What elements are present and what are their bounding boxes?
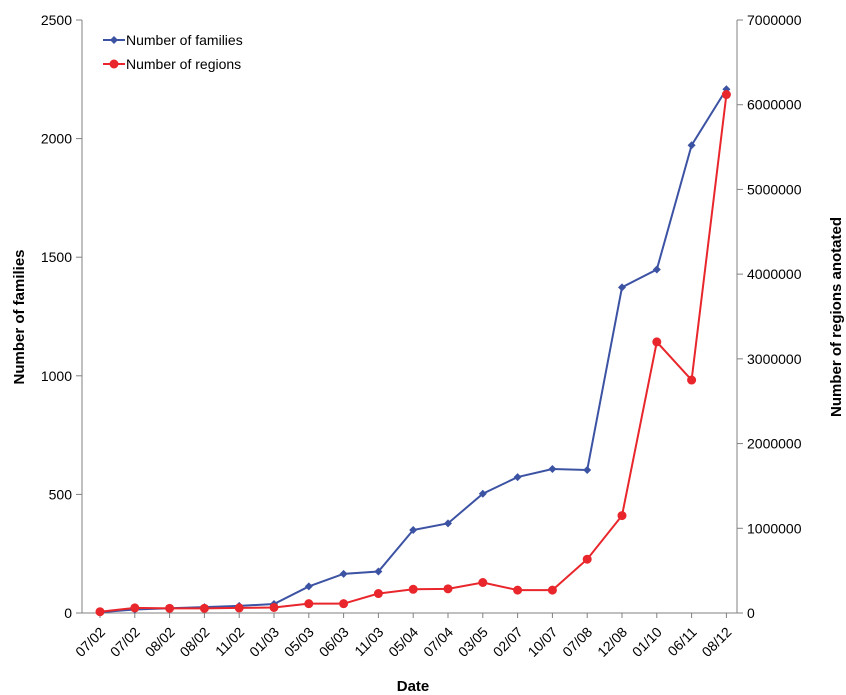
series-1-point — [687, 141, 696, 150]
y-tick-label: 500 — [49, 486, 73, 502]
y-tick-label: 1000 — [41, 368, 72, 384]
series-2-point — [687, 375, 697, 385]
y2-tick-label: 0 — [747, 605, 755, 621]
series-2-point — [269, 602, 279, 612]
x-tick-label: 05/04 — [385, 624, 421, 660]
x-tick-label: 11/03 — [351, 624, 387, 660]
series-2-point — [478, 578, 488, 588]
x-tick-label: 01/03 — [246, 624, 282, 660]
y-tick-label: 1500 — [41, 249, 72, 265]
series-2-point — [234, 603, 244, 613]
x-tick-label: 03/05 — [455, 624, 491, 660]
series-2-point — [513, 585, 523, 595]
y-axis-title: Number of families — [11, 249, 28, 384]
x-tick-label: 11/02 — [212, 624, 248, 660]
series-1-point — [374, 567, 383, 576]
series-2-point — [652, 337, 662, 347]
series-2-point — [408, 584, 418, 594]
y2-tick-label: 5000000 — [747, 181, 802, 197]
legend-label: Number of regions — [126, 56, 241, 72]
series-2-point — [617, 511, 627, 521]
x-tick-label: 08/02 — [176, 624, 212, 660]
series-layer — [95, 85, 731, 617]
legend-marker — [109, 59, 119, 69]
series-2-point — [165, 603, 175, 613]
series-2-point — [443, 584, 453, 594]
series-2-point — [199, 603, 209, 613]
y2-tick-label: 6000000 — [747, 97, 802, 113]
y2-tick-label: 7000000 — [747, 12, 802, 28]
axes: 0 500 1000 1500 2000 2500 0 1000000 2000000 30000… — [41, 12, 802, 660]
series-1-point — [304, 582, 313, 591]
legend-label: Number of families — [126, 32, 243, 48]
series-2-point — [547, 585, 557, 595]
x-tick-label: 10/07 — [524, 624, 560, 660]
series-1-point — [409, 525, 418, 534]
series-1-point — [339, 569, 348, 578]
series-2-point — [373, 589, 383, 599]
x-tick-label: 12/08 — [594, 624, 630, 660]
series-2-point — [304, 599, 314, 609]
x-tick-label: 07/04 — [420, 624, 456, 660]
series-1-point — [652, 265, 661, 274]
y2-tick-label: 3000000 — [747, 351, 802, 367]
series-2-point — [721, 90, 731, 100]
x-tick-label: 08/02 — [142, 624, 178, 660]
series-1-point — [444, 519, 452, 528]
x-tick-label: 06/11 — [664, 624, 700, 660]
x-tick-label: 07/02 — [107, 624, 143, 660]
x-tick-label: 05/03 — [281, 624, 317, 660]
series-1-point — [548, 465, 557, 474]
y2-axis-title: Number of regions anotated — [828, 217, 845, 417]
x-tick-label: 01/10 — [629, 624, 665, 660]
series-1-point — [583, 465, 592, 474]
x-tick-label: 07/02 — [72, 624, 108, 660]
legend-marker — [110, 36, 118, 44]
x-tick-label: 08/12 — [698, 624, 734, 660]
series-2-point — [339, 599, 349, 609]
series-1-point — [618, 283, 626, 292]
series-2-point — [95, 607, 105, 617]
y-tick-label: 2500 — [41, 12, 72, 28]
y2-tick-label: 1000000 — [747, 520, 802, 536]
x-tick-label: 02/07 — [490, 624, 526, 660]
y2-tick-label: 2000000 — [747, 436, 802, 452]
series-1-point — [513, 473, 522, 482]
series-1-point — [478, 489, 487, 498]
x-tick-label: 07/08 — [559, 624, 595, 660]
x-tick-label: 06/03 — [316, 624, 352, 660]
y2-tick-label: 4000000 — [747, 266, 802, 282]
series-2-point — [130, 603, 140, 613]
series-2-line — [99, 94, 728, 613]
x-axis-title: Date — [397, 678, 430, 695]
y-tick-label: 2000 — [41, 131, 72, 147]
y-tick-label: 0 — [64, 605, 72, 621]
series-2-point — [582, 554, 592, 564]
legend: Number of families Number of regions — [103, 32, 243, 72]
